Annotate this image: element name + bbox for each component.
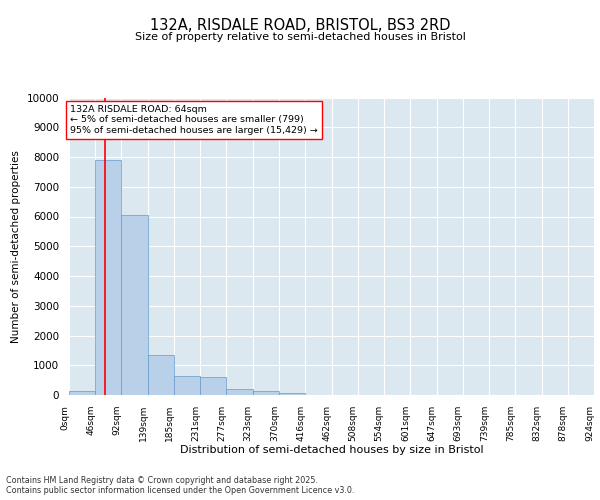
Bar: [253, 390, 279, 395]
Bar: [121, 215, 148, 395]
Text: Contains HM Land Registry data © Crown copyright and database right 2025.
Contai: Contains HM Land Registry data © Crown c…: [6, 476, 355, 495]
Bar: [200, 377, 226, 395]
Text: 132A RISDALE ROAD: 64sqm
← 5% of semi-detached houses are smaller (799)
95% of s: 132A RISDALE ROAD: 64sqm ← 5% of semi-de…: [70, 105, 318, 134]
Bar: [148, 355, 174, 395]
Bar: [95, 160, 121, 395]
Text: Size of property relative to semi-detached houses in Bristol: Size of property relative to semi-detach…: [134, 32, 466, 42]
Bar: [279, 393, 305, 395]
X-axis label: Distribution of semi-detached houses by size in Bristol: Distribution of semi-detached houses by …: [179, 446, 484, 456]
Bar: [226, 390, 253, 395]
Bar: [174, 376, 200, 395]
Text: 132A, RISDALE ROAD, BRISTOL, BS3 2RD: 132A, RISDALE ROAD, BRISTOL, BS3 2RD: [150, 18, 450, 32]
Bar: [69, 390, 95, 395]
Y-axis label: Number of semi-detached properties: Number of semi-detached properties: [11, 150, 21, 342]
